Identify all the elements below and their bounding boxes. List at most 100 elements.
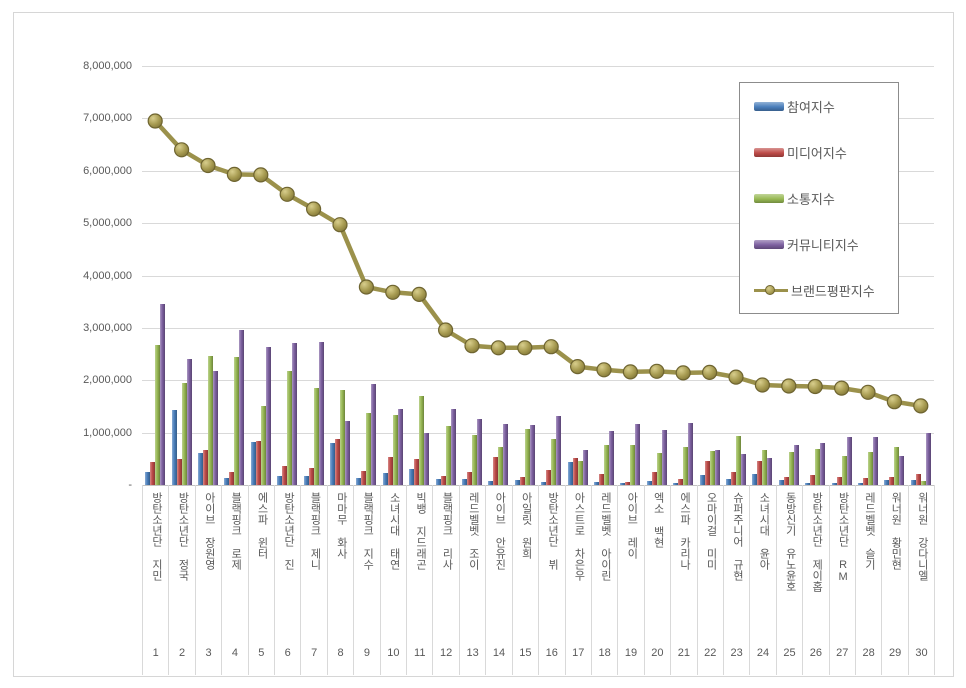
rank-label: 28 <box>862 647 875 659</box>
legend-swatch-participation-icon <box>754 101 784 111</box>
category-cell: 방탄소년단 제이홉 26 <box>803 485 830 675</box>
rank-label: 19 <box>624 647 638 659</box>
bar-group <box>512 66 538 485</box>
category-label: 방탄소년단 정국 <box>176 492 189 581</box>
rank-label: 5 <box>258 647 265 659</box>
bar-group <box>855 66 881 485</box>
legend-swatch-line-marker-icon <box>754 285 788 295</box>
bar-communication <box>603 445 609 485</box>
bar-community <box>212 371 218 485</box>
bar-group <box>327 66 353 485</box>
category-label: 방탄소년단 진 <box>282 492 295 570</box>
grid-line <box>142 171 934 172</box>
category-label: 워너원 황민현 <box>889 492 902 570</box>
bar-group <box>908 66 934 485</box>
bar-communication <box>392 415 398 485</box>
category-label: 엑소 백현 <box>652 492 665 548</box>
rank-label: 4 <box>231 647 238 659</box>
bar-community <box>424 433 430 485</box>
grid-line <box>142 328 934 329</box>
rank-label: 12 <box>440 647 453 659</box>
category-label: 아이브 레이 <box>625 492 638 559</box>
bar-group <box>564 66 590 485</box>
category-label: 에스파 윈터 <box>256 492 269 559</box>
bar-media <box>678 479 684 485</box>
category-label: 방탄소년단 지민 <box>150 492 163 581</box>
x-axis-line <box>142 485 934 486</box>
category-cell: 마마무 화사 8 <box>328 485 355 675</box>
bar-community <box>160 304 166 485</box>
bar-communication <box>207 356 213 485</box>
category-cell: 레드벨벳 슬기 28 <box>856 485 883 675</box>
bar-media <box>889 477 895 485</box>
category-label: 블랙핑크 제니 <box>308 492 321 570</box>
bar-participation <box>778 480 784 485</box>
category-cell: 방탄소년단 진 6 <box>275 485 302 675</box>
legend-item-brand-reputation: 브랜드평판지수 <box>740 267 898 313</box>
rank-label: 22 <box>704 647 717 659</box>
category-cell: 엑소 백현 20 <box>645 485 672 675</box>
bar-participation <box>805 483 811 485</box>
category-label: 방탄소년단 뷔 <box>546 492 559 570</box>
bar-media <box>915 474 921 485</box>
bar-group <box>485 66 511 485</box>
bar-participation <box>646 481 652 485</box>
bar-community <box>397 409 403 485</box>
line-marker <box>517 340 533 356</box>
category-cell: 블랙핑크 리사 12 <box>433 485 460 675</box>
line-marker <box>807 378 823 395</box>
line-marker <box>253 167 269 183</box>
line-marker <box>147 113 163 129</box>
bar-media <box>572 458 578 485</box>
category-label: 슈퍼주니어 규현 <box>731 492 744 581</box>
bar-participation <box>145 472 151 485</box>
bar-community <box>239 330 245 485</box>
category-label: 레드벨벳 슬기 <box>863 492 876 570</box>
bar-communication <box>735 436 741 485</box>
bar-participation <box>197 453 203 485</box>
category-cell: 방탄소년단 정국 2 <box>169 485 196 675</box>
rank-label: 24 <box>756 647 770 659</box>
bar-community <box>556 416 562 485</box>
bar-participation <box>329 443 335 485</box>
category-cell: 아일릿 원희 15 <box>513 485 540 675</box>
bar-group <box>432 66 458 485</box>
category-label: 에스파 카리나 <box>678 492 691 570</box>
line-marker <box>596 362 612 378</box>
bar-communication <box>709 451 715 485</box>
bar-communication <box>630 445 636 485</box>
bar-participation <box>699 475 705 485</box>
bar-group <box>749 66 775 485</box>
line-marker <box>464 338 480 354</box>
legend-item-media: 미디어지수 <box>740 129 898 175</box>
bar-community <box>503 424 509 485</box>
legend-label: 참여지수 <box>787 99 835 115</box>
plot-area <box>142 66 934 486</box>
line-marker <box>543 339 559 355</box>
bar-media <box>704 461 710 485</box>
bar-community <box>872 437 878 485</box>
bar-group <box>221 66 247 485</box>
chart-frame: 8,000,000 7,000,000 6,000,000 5,000,000 4,00… <box>13 12 954 677</box>
grid-line <box>142 433 934 434</box>
bar-participation <box>725 479 731 485</box>
bar-media <box>730 472 736 485</box>
rank-label: 29 <box>888 647 902 659</box>
x-axis: 방탄소년단 지민 1 방탄소년단 정국 2 아이브 장원영 3 블랙핑크 로제 4 에스파 윈터… <box>142 485 936 675</box>
bar-community <box>820 443 826 485</box>
bar-community <box>925 433 931 485</box>
category-label: 소녀시대 태연 <box>388 492 401 570</box>
category-cell: 레드벨벳 아이린 18 <box>592 485 619 675</box>
category-cell: 동방신기 유노윤호 25 <box>777 485 804 675</box>
bar-participation <box>277 476 283 485</box>
line-marker <box>332 217 348 233</box>
bar-group <box>274 66 300 485</box>
category-cell: 방탄소년단 뷔 16 <box>539 485 566 675</box>
category-label: 레드벨벳 조이 <box>467 492 480 570</box>
rank-label: 6 <box>284 647 291 659</box>
bar-participation <box>910 480 916 485</box>
y-axis-label: - <box>128 479 132 491</box>
bar-communication <box>181 383 187 485</box>
rank-label: 30 <box>915 647 928 659</box>
